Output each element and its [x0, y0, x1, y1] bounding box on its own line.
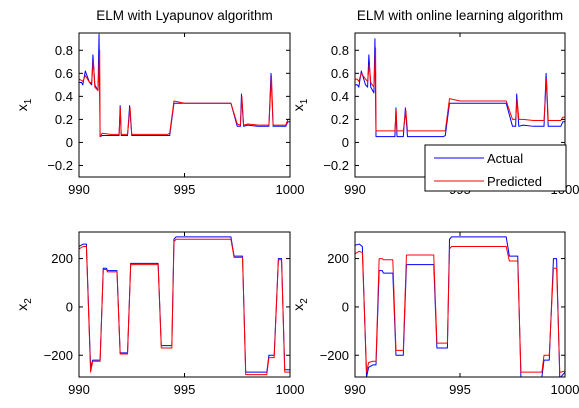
- y-tick-label: 0: [342, 135, 349, 150]
- x-tick-label: 990: [344, 182, 366, 197]
- y-axis-label-subscript: 1: [23, 98, 34, 104]
- legend-label-actual: Actual: [487, 151, 523, 166]
- x-tick-label: 995: [174, 382, 196, 397]
- y-tick-label: −200: [44, 348, 73, 363]
- x-tick-label: 990: [344, 382, 366, 397]
- y-axis-label: x2: [290, 298, 310, 311]
- x-tick-label: 990: [68, 182, 90, 197]
- plot-area: [79, 33, 290, 177]
- y-tick-label: 0.6: [55, 66, 73, 81]
- y-axis-label-main: x: [14, 304, 30, 311]
- plot-area: [355, 232, 565, 377]
- series-line-predicted: [355, 47, 565, 132]
- series-line-actual: [355, 38, 565, 138]
- x-tick-label: 990: [68, 382, 90, 397]
- y-tick-label: 0.8: [331, 43, 349, 58]
- plot-area: [79, 232, 290, 377]
- chart-title: ELM with Lyapunov algorithm: [96, 8, 273, 23]
- y-tick-label: 0.6: [331, 66, 349, 81]
- x-tick-label: 1000: [551, 382, 579, 397]
- y-tick-label: 0.2: [55, 112, 73, 127]
- y-tick-label: 0.8: [55, 43, 73, 58]
- series-line-actual: [79, 33, 290, 138]
- y-axis-label: x1: [290, 98, 310, 111]
- series-line-predicted: [79, 49, 290, 138]
- y-axis-label-main: x: [290, 304, 306, 311]
- chart-title: ELM with online learning algorithm: [357, 8, 563, 23]
- y-axis-label-subscript: 2: [23, 298, 34, 304]
- x-tick-label: 995: [449, 382, 471, 397]
- y-tick-label: 200: [327, 251, 349, 266]
- y-tick-label: −200: [320, 348, 349, 363]
- y-tick-label: −0.2: [323, 158, 349, 173]
- legend-box: [424, 144, 567, 192]
- y-axis-label-subscript: 1: [299, 98, 310, 104]
- y-tick-label: −0.2: [47, 158, 73, 173]
- x-tick-label: 1000: [276, 382, 305, 397]
- y-axis-label: x1: [14, 98, 34, 111]
- y-tick-label: 200: [51, 251, 73, 266]
- chart-panel-1: 990 995 1000 −0.2 0 0.2 0.4 0.6 0.8 ELM with Lyap…: [14, 8, 304, 197]
- y-tick-label: 0.4: [55, 89, 73, 104]
- legend: Actual Predicted: [424, 144, 567, 192]
- y-axis-label: x2: [14, 298, 34, 311]
- series-line-predicted: [79, 238, 290, 376]
- legend-label-predicted: Predicted: [487, 174, 542, 189]
- x-tick-label: 1000: [276, 182, 305, 197]
- y-tick-label: 0.2: [331, 112, 349, 127]
- chart-panel-4: 990 995 1000 −200 0 200 x2: [290, 231, 579, 397]
- x-tick-label: 995: [174, 182, 196, 197]
- y-tick-label: 0: [66, 299, 73, 314]
- y-axis-label-subscript: 2: [299, 298, 310, 304]
- y-axis-label-main: x: [290, 104, 306, 111]
- y-tick-label: 0.4: [331, 89, 349, 104]
- y-tick-label: 0: [342, 299, 349, 314]
- series-line-predicted: [355, 246, 565, 373]
- y-axis-label-main: x: [14, 104, 30, 111]
- y-tick-label: 0: [66, 135, 73, 150]
